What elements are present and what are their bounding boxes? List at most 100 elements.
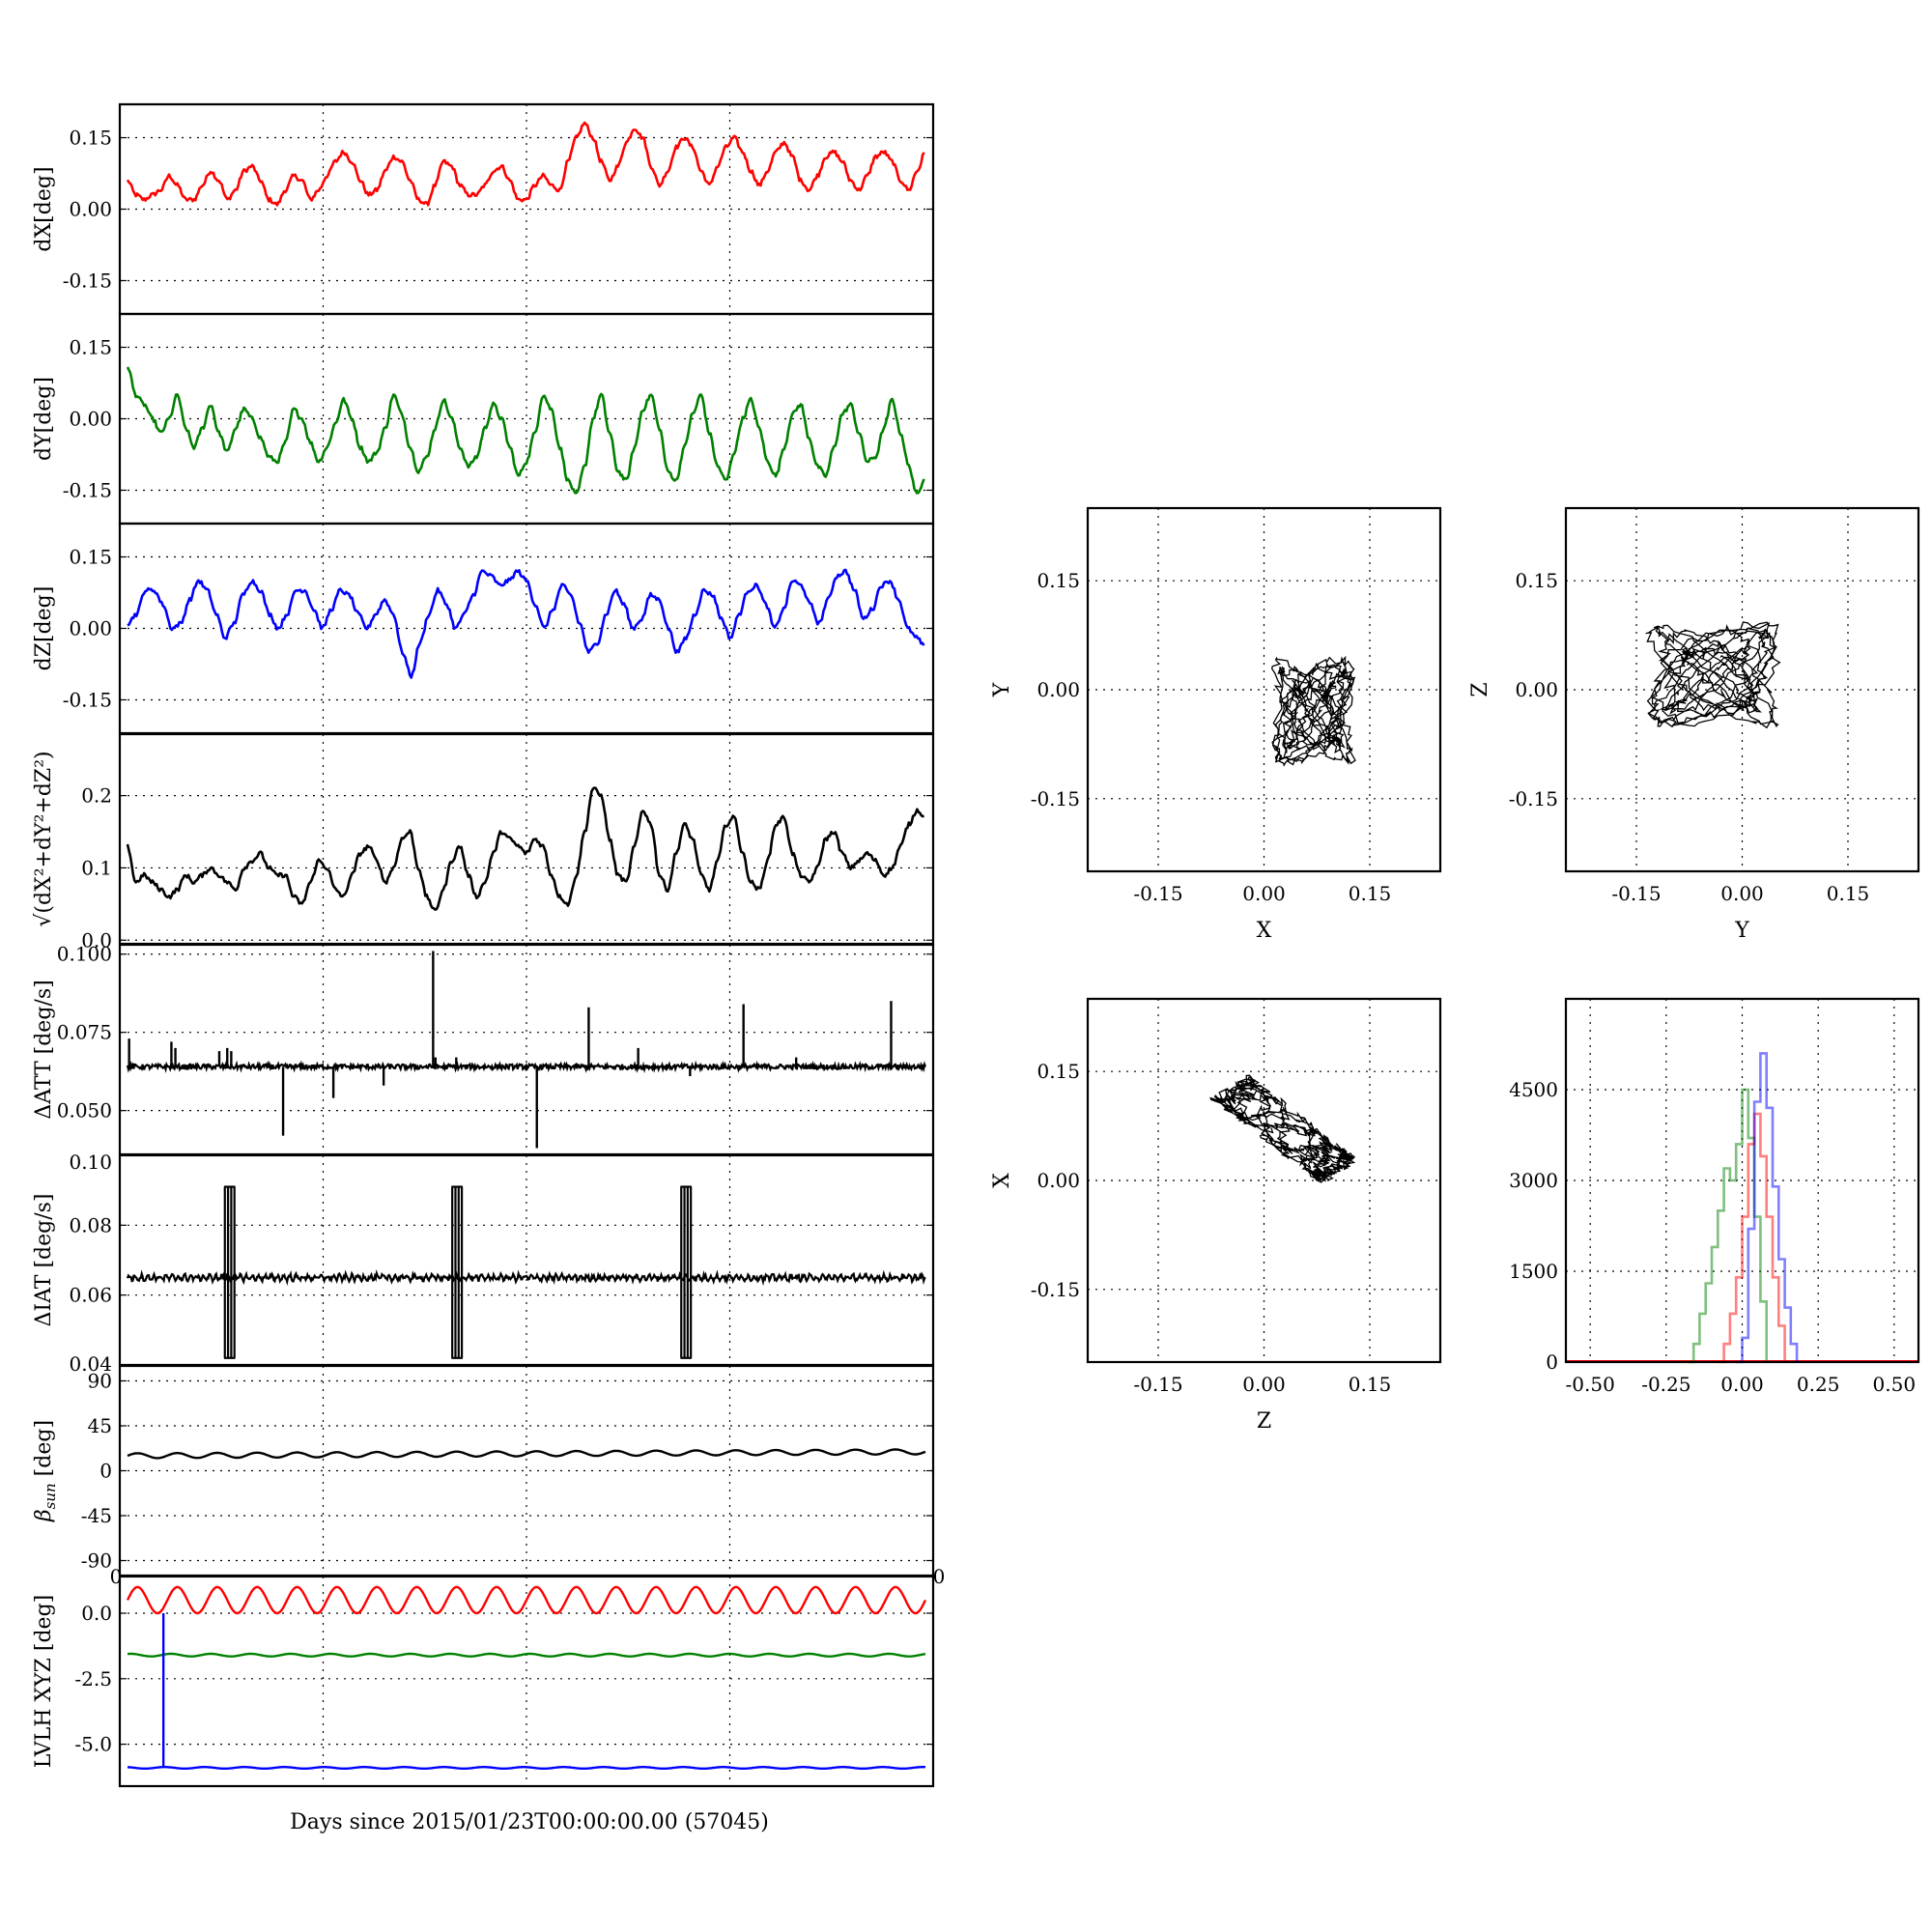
y-axis-label: √(dX²+dY²+dZ²) bbox=[32, 751, 56, 926]
y-tick-label: 0.06 bbox=[69, 1284, 112, 1307]
x-tick-label: 0.25 bbox=[1797, 1373, 1840, 1396]
y-tick-label: 0 bbox=[99, 1460, 112, 1483]
y-tick-label: -0.15 bbox=[63, 688, 112, 711]
scatter-zx: -0.15 0.15 0.00 0.00 0.15 -0.15 Z X bbox=[990, 997, 1442, 1434]
y-tick-label: -0.15 bbox=[63, 478, 112, 501]
series-line-dz bbox=[127, 568, 925, 679]
y-tick-label: 0.1 bbox=[81, 856, 112, 879]
y-tick-label: -90 bbox=[81, 1549, 112, 1573]
panel-frame bbox=[1564, 997, 1920, 1364]
y-tick-label: -2.5 bbox=[74, 1667, 112, 1690]
series-line-beta bbox=[127, 1448, 926, 1460]
series-line-lvlh bbox=[127, 1652, 926, 1658]
y-tick-label: 0.15 bbox=[69, 127, 112, 150]
x-axis-label: Z bbox=[1257, 1409, 1271, 1434]
hist-series bbox=[1736, 1052, 1799, 1364]
y-tick-label: 0.15 bbox=[1037, 569, 1080, 592]
y-tick-label: 0.075 bbox=[57, 1021, 112, 1044]
x-tick-label: 0.00 bbox=[1242, 1373, 1286, 1396]
y-tick-label: -0.15 bbox=[1509, 787, 1558, 810]
y-tick-label: 0.050 bbox=[57, 1099, 112, 1122]
y-tick-label: 0.08 bbox=[69, 1213, 112, 1236]
y-tick-label: 0.00 bbox=[1515, 678, 1558, 701]
y-tick-label: 0.15 bbox=[1037, 1060, 1080, 1083]
panel-dy: 0.15 0.00 -0.15 dY[deg] bbox=[32, 312, 935, 526]
y-axis-label: Z bbox=[1468, 682, 1492, 696]
x-tick-label: 0 bbox=[933, 1565, 946, 1588]
y-tick-label: -45 bbox=[81, 1504, 112, 1527]
x-tick-label: 0.00 bbox=[1720, 882, 1764, 905]
x-tick-label: 0.00 bbox=[1242, 882, 1286, 905]
x-tick-label: 0.50 bbox=[1873, 1373, 1917, 1396]
x-tick-label: 0.15 bbox=[1349, 882, 1392, 905]
panel-norm: 0.2 0.1 0.0 √(dX²+dY²+dZ²) bbox=[32, 732, 935, 952]
y-tick-label: 0.15 bbox=[1515, 569, 1558, 592]
shared-x-axis-label: Days since 2015/01/23T00:00:00.00 (57045… bbox=[290, 1810, 769, 1834]
y-axis-label: dY[deg] bbox=[32, 377, 56, 461]
x-axis-label: Y bbox=[1734, 919, 1749, 943]
panel-frame bbox=[1086, 997, 1442, 1364]
y-tick-label: 0.00 bbox=[69, 617, 112, 640]
y-tick-label: 0.0 bbox=[81, 1602, 112, 1625]
x-tick-label: -0.50 bbox=[1566, 1373, 1615, 1396]
panel-dx: 0.15 0.00 -0.15 dX[deg] bbox=[32, 102, 935, 316]
x-tick-label: 0.00 bbox=[1720, 1373, 1764, 1396]
trajectory-yz bbox=[1645, 621, 1781, 729]
y-axis-label: LVLH XYZ [deg] bbox=[32, 1595, 56, 1769]
y-tick-label: 45 bbox=[88, 1414, 112, 1437]
panel-frame bbox=[118, 1575, 935, 1788]
histogram: -0.50 -0.25 0.00 0.25 0.50 4500 3000 1500 0 bbox=[1509, 997, 1920, 1396]
y-axis-label: ΔATT [deg/s] bbox=[32, 980, 56, 1119]
y-axis-label: βsun [deg] bbox=[32, 1420, 59, 1522]
y-axis-label: ΔIAT [deg/s] bbox=[32, 1194, 56, 1327]
x-tick-label: 0.15 bbox=[1827, 882, 1870, 905]
x-tick-label: -0.15 bbox=[1611, 882, 1661, 905]
hist-series bbox=[1718, 1112, 1786, 1364]
x-tick-label: -0.15 bbox=[1133, 882, 1182, 905]
y-tick-label: 3000 bbox=[1509, 1169, 1558, 1192]
panel-diat: 0.10 0.08 0.06 0.04 ΔIAT [deg/s] bbox=[32, 1151, 935, 1376]
panel-frame bbox=[1086, 506, 1442, 873]
y-tick-label: 0.2 bbox=[81, 784, 112, 808]
y-tick-label: -5.0 bbox=[74, 1733, 112, 1756]
y-tick-label: 4500 bbox=[1509, 1078, 1558, 1101]
series-line-lvlh bbox=[127, 1765, 926, 1771]
y-axis-label: X bbox=[990, 1173, 1014, 1188]
series-line-norm bbox=[126, 786, 924, 911]
y-tick-label: 0.00 bbox=[69, 408, 112, 431]
y-tick-label: 0.00 bbox=[1037, 1169, 1080, 1192]
scatter-panels: -0.15 0.15 0.00 0.00 0.15 -0.15 X Y -0.15 0.15 0.0… bbox=[990, 506, 1920, 1434]
y-tick-label: 1500 bbox=[1509, 1260, 1558, 1283]
y-tick-label: 0.00 bbox=[69, 198, 112, 221]
y-tick-label: 0.00 bbox=[1037, 678, 1080, 701]
y-tick-label: 0.04 bbox=[69, 1352, 112, 1376]
x-tick-label: -0.25 bbox=[1641, 1373, 1690, 1396]
panel-beta: 90 45 0 -45 -90 βsun [deg] bbox=[32, 1364, 935, 1577]
y-axis-label: Y bbox=[990, 682, 1014, 697]
trajectory-xy bbox=[1271, 655, 1356, 767]
y-axis-label: dZ[deg] bbox=[32, 586, 56, 671]
panel-dz: 0.15 0.00 -0.15 dZ[deg] bbox=[32, 522, 935, 735]
y-tick-label: -0.15 bbox=[1031, 787, 1080, 810]
panel-frame bbox=[1564, 506, 1920, 873]
y-tick-label: -0.15 bbox=[63, 269, 112, 292]
y-tick-label: 0 bbox=[1546, 1350, 1558, 1374]
series-line-dy bbox=[126, 366, 925, 495]
scatter-yz: -0.15 0.15 0.00 0.00 0.15 -0.15 Y Z bbox=[1468, 506, 1920, 943]
y-tick-label: 0.0 bbox=[81, 928, 112, 952]
trajectory-zx bbox=[1209, 1074, 1356, 1183]
y-tick-label: 0.15 bbox=[69, 336, 112, 359]
series-line-diat bbox=[126, 1268, 926, 1286]
y-tick-label: -0.15 bbox=[1031, 1278, 1080, 1301]
y-tick-label: 0.100 bbox=[57, 943, 112, 966]
x-tick-label: 0.15 bbox=[1349, 1373, 1392, 1396]
y-tick-label: 0.10 bbox=[69, 1151, 112, 1174]
series-line-lvlh bbox=[126, 1585, 927, 1615]
y-tick-label: 90 bbox=[88, 1370, 112, 1393]
x-tick-label: -0.15 bbox=[1133, 1373, 1182, 1396]
y-tick-label: 0.15 bbox=[69, 546, 112, 569]
x-axis-label: X bbox=[1257, 919, 1272, 943]
